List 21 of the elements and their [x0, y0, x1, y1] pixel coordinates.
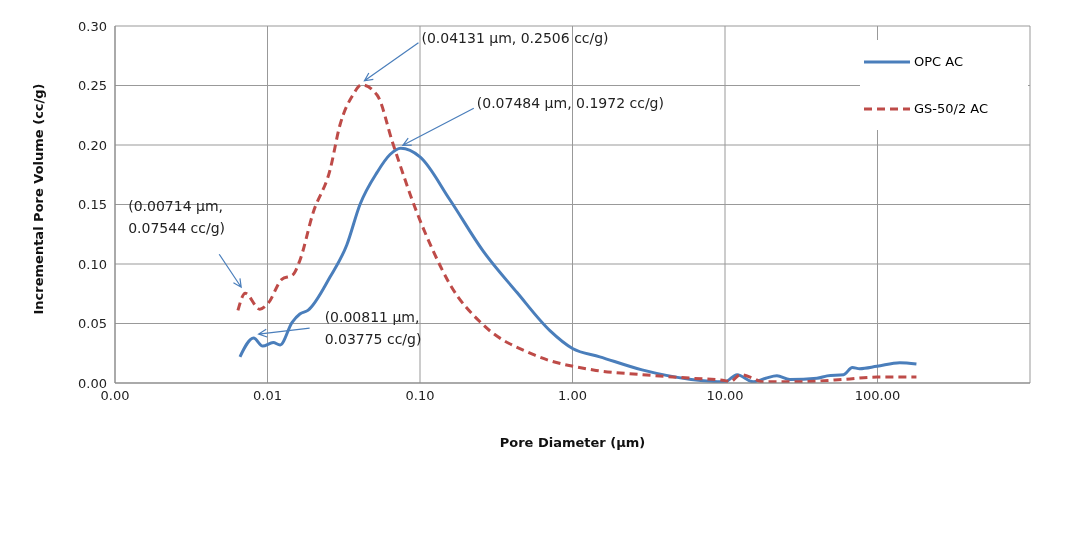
- x-tick-label: 10.00: [706, 388, 744, 404]
- x-tick-label: 100.00: [854, 388, 901, 404]
- y-axis-title: Incremental Pore Volume (cc/g): [30, 83, 46, 315]
- annotation: (0.04131 µm, 0.2506 cc/g): [421, 29, 609, 46]
- annotation: (0.00811 µm, 0.03775 cc/g): [324, 309, 422, 348]
- y-tick-label: 0.15: [78, 197, 107, 213]
- y-tick-label: 0.30: [78, 18, 107, 34]
- legend-label: GS-50/2 AC: [914, 101, 989, 116]
- x-tick-label: 1.00: [558, 388, 587, 404]
- annotation: (0.07484 µm, 0.1972 cc/g): [476, 95, 664, 112]
- y-tick-label: 0.05: [78, 316, 107, 332]
- y-tick-label: 0.20: [78, 137, 107, 153]
- y-tick-label: 0.00: [78, 375, 107, 391]
- y-tick-label: 0.25: [78, 78, 107, 94]
- y-tick-label: 0.10: [78, 256, 107, 272]
- legend-label: OPC AC: [914, 54, 964, 69]
- annotation: (0.00714 µm, 0.07544 cc/g): [128, 198, 225, 237]
- x-axis-title: Pore Diameter (µm): [499, 435, 646, 450]
- x-tick-label: 0.01: [253, 388, 282, 404]
- x-tick-label: 0.00: [100, 388, 130, 404]
- x-tick-label: 0.10: [405, 388, 435, 404]
